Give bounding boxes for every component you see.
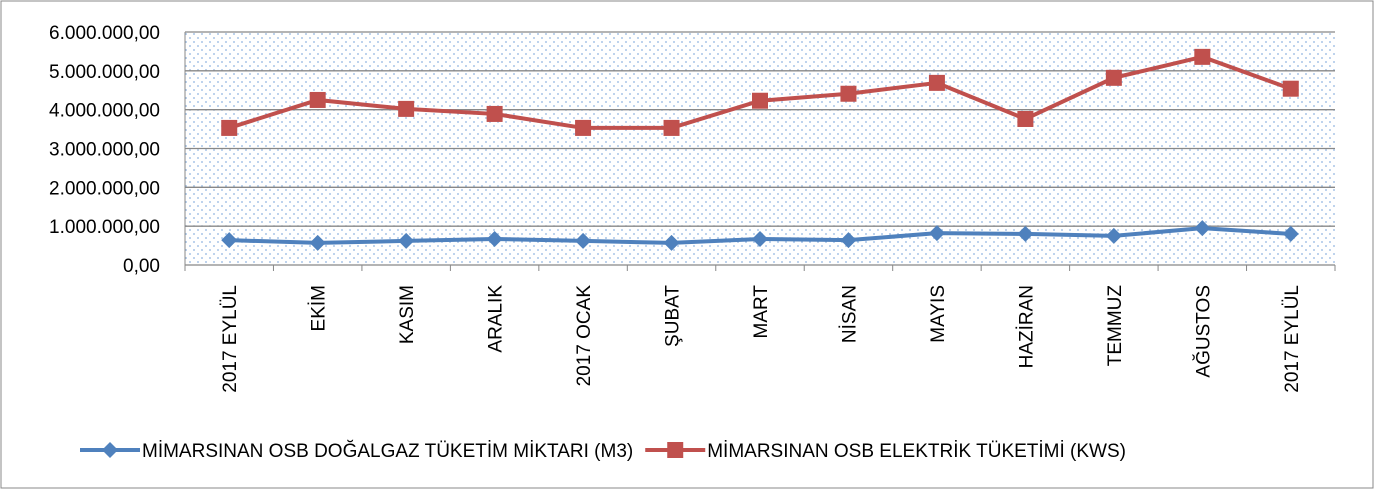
y-tick-label: 3.000.000,00 xyxy=(49,140,160,161)
x-tick-label: EKİM xyxy=(309,285,330,331)
x-tick-label: MAYIS xyxy=(928,285,949,343)
marker xyxy=(1105,69,1122,86)
legend-label: MİMARSINAN OSB DOĞALGAZ TÜKETİM MİKTARI … xyxy=(142,440,633,462)
x-tick-label: HAZİRAN xyxy=(1016,285,1037,368)
marker xyxy=(752,230,768,247)
marker xyxy=(309,91,326,108)
marker xyxy=(840,232,857,249)
x-tick-label: KASIM xyxy=(397,285,418,344)
marker xyxy=(1194,220,1211,237)
y-tick-label: 0,00 xyxy=(123,256,160,277)
marker xyxy=(1282,80,1299,97)
marker xyxy=(486,230,503,247)
y-tick-label: 5.000.000,00 xyxy=(49,62,160,83)
marker xyxy=(398,232,415,249)
marker xyxy=(1105,227,1122,244)
y-tick-label: 1.000.000,00 xyxy=(49,217,160,238)
marker xyxy=(928,225,945,242)
x-tick-label: ARALIK xyxy=(486,285,507,353)
y-tick-label: 6.000.000,00 xyxy=(49,23,160,44)
marker xyxy=(667,442,684,458)
marker xyxy=(309,234,326,251)
marker xyxy=(221,119,238,136)
marker xyxy=(1017,110,1034,127)
marker xyxy=(752,92,768,109)
marker xyxy=(1017,225,1034,242)
marker xyxy=(221,232,238,249)
marker xyxy=(102,442,118,458)
marker xyxy=(486,105,503,122)
marker xyxy=(663,119,680,136)
marker xyxy=(1282,225,1299,242)
x-tick-label: 2017 EYLÜL xyxy=(220,285,241,393)
marker xyxy=(575,232,592,249)
marker xyxy=(398,100,415,117)
x-tick-label: ŞUBAT xyxy=(663,285,684,347)
marker xyxy=(663,234,680,251)
marker xyxy=(575,119,592,136)
x-tick-label: TEMMUZ xyxy=(1105,285,1126,367)
x-tick-label: 2017 EYLÜL xyxy=(1282,285,1303,393)
y-tick-label: 4.000.000,00 xyxy=(49,101,160,122)
y-tick-label: 2.000.000,00 xyxy=(49,178,160,199)
x-tick-label: MART xyxy=(751,285,772,339)
x-tick-label: NİSAN xyxy=(839,285,860,343)
marker xyxy=(1194,48,1211,65)
marker xyxy=(840,85,857,102)
marker xyxy=(928,74,945,91)
x-tick-label: AĞUSTOS xyxy=(1192,285,1214,378)
legend-label: MİMARSINAN OSB ELEKTRİK TÜKETİMİ (KWS) xyxy=(707,441,1126,462)
x-tick-label: 2017 OCAK xyxy=(574,285,595,387)
